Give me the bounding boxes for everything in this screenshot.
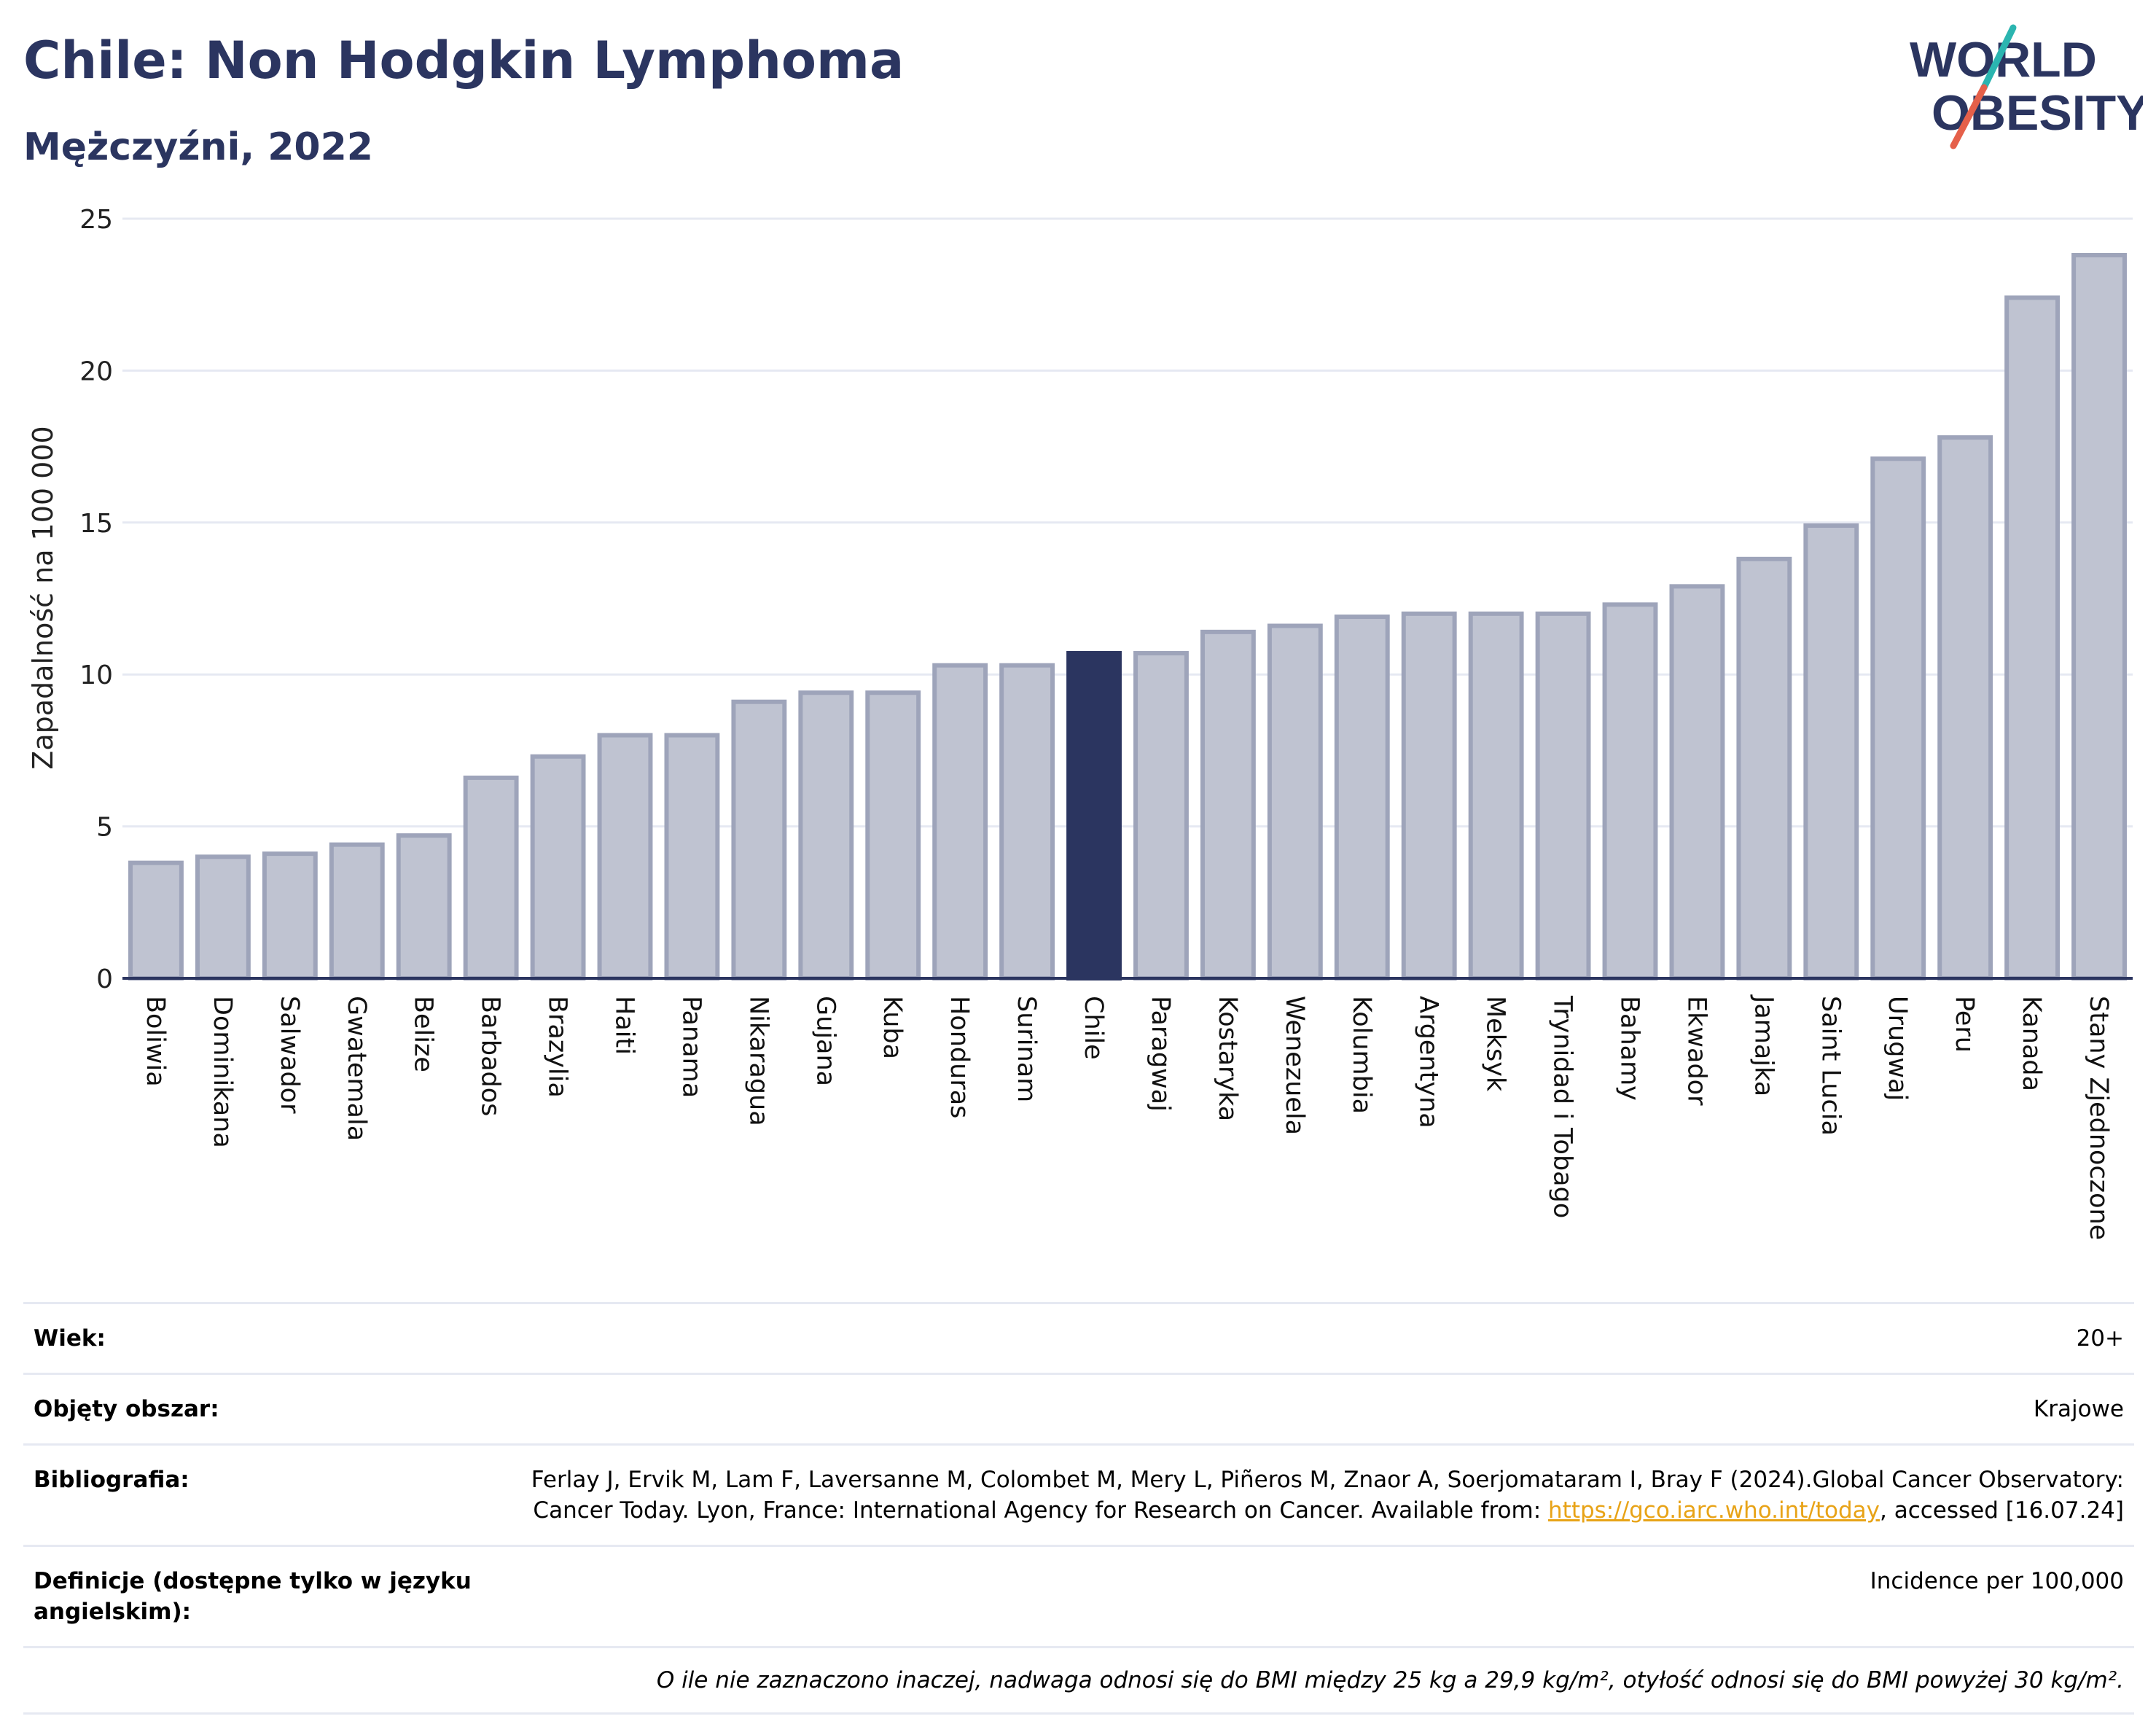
- bar-kostaryka: [1200, 629, 1256, 981]
- meta-row-age: Wiek: 20+: [23, 1302, 2134, 1373]
- bar-chart: 0 5 10 15 20 25 Boliwia Dominikana Salwador Gwat…: [27, 205, 2133, 1240]
- y-tick-label: 15: [79, 509, 113, 539]
- y-axis-label: Zapadalność na 100 000: [27, 426, 59, 769]
- x-tick-label: Honduras: [945, 996, 974, 1118]
- bar-gujana: [798, 690, 854, 980]
- y-tick-label: 25: [79, 205, 113, 235]
- bar-boliwia: [128, 860, 184, 980]
- bar-salwador: [262, 851, 318, 981]
- x-tick-label: Saint Lucia: [1816, 996, 1845, 1136]
- bar-stany-zjednoczone: [2071, 253, 2127, 980]
- bar-argentyna: [1401, 611, 1457, 981]
- x-axis-ticks: Boliwia Dominikana Salwador Gwatemala Belize…: [141, 994, 2113, 1240]
- bar-jamajka: [1736, 556, 1792, 980]
- bar-bahamy: [1602, 602, 1658, 980]
- bar-honduras: [932, 663, 988, 980]
- bar-paragwaj: [1133, 651, 1189, 980]
- x-tick-label: Wenezuela: [1280, 996, 1309, 1135]
- meta-age-value: 20+: [2076, 1325, 2124, 1352]
- meta-bib-label: Bibliografia:: [34, 1467, 190, 1493]
- meta-def-label: Definicje (dostępne tylko w języku angie…: [34, 1568, 472, 1625]
- bar-gwatemala: [329, 842, 385, 981]
- x-tick-label: Stany Zjednoczone: [2084, 996, 2113, 1240]
- bar-ekwador: [1669, 584, 1725, 980]
- bar-haiti: [597, 733, 653, 980]
- bar-saint-lucia: [1803, 523, 1859, 980]
- x-tick-label: Kanada: [2017, 996, 2046, 1091]
- x-tick-label: Boliwia: [141, 996, 170, 1087]
- bar-kanada: [2004, 295, 2061, 981]
- y-axis-ticks: 0 5 10 15 20 25: [79, 205, 113, 994]
- bar-wenezuela: [1267, 623, 1323, 981]
- bar-nikaragua: [731, 699, 787, 980]
- meta-coverage-value: Krajowe: [2033, 1396, 2124, 1422]
- bar-chile: [1066, 651, 1122, 980]
- x-tick-label: Jamajka: [1749, 994, 1778, 1096]
- x-tick-label: Argentyna: [1414, 996, 1443, 1128]
- x-tick-label: Panama: [676, 996, 706, 1098]
- meta-row-coverage: Objęty obszar: Krajowe: [23, 1373, 2134, 1443]
- bar-kolumbia: [1334, 615, 1390, 980]
- x-tick-label: Haiti: [610, 996, 639, 1055]
- meta-age-label: Wiek:: [34, 1325, 106, 1352]
- meta-row-definitions: Definicje (dostępne tylko w języku angie…: [23, 1545, 2134, 1646]
- x-tick-label: Trynidad i Tobago: [1548, 995, 1577, 1218]
- x-tick-label: Chile: [1079, 996, 1108, 1060]
- bar-dominikana: [195, 854, 251, 981]
- meta-bib-text: Ferlay J, Ervik M, Lam F, Laversanne M, …: [531, 1467, 2124, 1524]
- bar-urugwaj: [1870, 456, 1926, 980]
- x-tick-label: Kuba: [878, 996, 907, 1059]
- x-tick-label: Brazylia: [543, 996, 572, 1098]
- x-tick-label: Nikaragua: [743, 996, 773, 1126]
- x-tick-label: Belize: [409, 996, 438, 1072]
- logo-text-obesity: OBESITY: [1932, 85, 2143, 141]
- bar-surinam: [999, 663, 1055, 980]
- chart-title: Chile: Non Hodgkin Lymphoma: [23, 31, 905, 90]
- x-tick-label: Ekwador: [1682, 996, 1711, 1106]
- y-tick-label: 0: [96, 964, 113, 994]
- y-tick-label: 5: [96, 813, 113, 843]
- bars: [122, 253, 2133, 981]
- y-tick-label: 20: [79, 356, 113, 386]
- grid-lines: [122, 217, 2133, 828]
- bar-trynidad-i-tobago: [1535, 611, 1591, 981]
- meta-bib-accessed: , accessed [16.07.24]: [1879, 1497, 2124, 1524]
- bar-belize: [396, 833, 452, 980]
- bar-peru: [1937, 435, 1993, 980]
- x-tick-label: Peru: [1950, 996, 1979, 1053]
- logo-slash-red: [1950, 84, 1988, 149]
- x-tick-label: Meksyk: [1481, 996, 1510, 1092]
- bar-barbados: [463, 775, 519, 980]
- x-tick-label: Gwatemala: [342, 996, 371, 1141]
- meta-footnote: O ile nie zaznaczono inaczej, nadwaga od…: [23, 1646, 2134, 1715]
- y-tick-label: 10: [79, 660, 113, 690]
- meta-def-value: Incidence per 100,000: [1870, 1568, 2124, 1594]
- meta-row-bibliography: Bibliografia: Ferlay J, Ervik M, Lam F, …: [23, 1443, 2134, 1545]
- x-tick-label: Salwador: [275, 996, 304, 1114]
- x-tick-label: Barbados: [476, 996, 505, 1116]
- x-tick-label: Gujana: [811, 996, 840, 1086]
- metadata-table: Wiek: 20+ Objęty obszar: Krajowe Bibliog…: [23, 1302, 2134, 1715]
- x-tick-label: Kostaryka: [1213, 996, 1242, 1121]
- x-tick-label: Dominikana: [208, 996, 237, 1148]
- meta-bib-value: Ferlay J, Ervik M, Lam F, Laversanne M, …: [485, 1465, 2124, 1526]
- logo-slash-teal: [1980, 24, 2017, 91]
- x-tick-label: Kolumbia: [1347, 996, 1376, 1114]
- bibliography-link[interactable]: https://gco.iarc.who.int/today: [1548, 1497, 1880, 1524]
- bar-panama: [664, 733, 720, 980]
- bar-brazylia: [530, 754, 586, 980]
- bar-meksyk: [1468, 611, 1524, 981]
- bar-kuba: [865, 690, 921, 980]
- x-tick-label: Urugwaj: [1883, 996, 1912, 1101]
- world-obesity-logo: WORLD OBESITY: [1910, 24, 2143, 149]
- meta-coverage-label: Objęty obszar:: [34, 1396, 219, 1422]
- x-tick-label: Paragwaj: [1146, 996, 1175, 1112]
- x-tick-label: Bahamy: [1615, 996, 1644, 1101]
- chart-subtitle: Mężczyźni, 2022: [23, 125, 373, 169]
- x-tick-label: Surinam: [1012, 996, 1041, 1102]
